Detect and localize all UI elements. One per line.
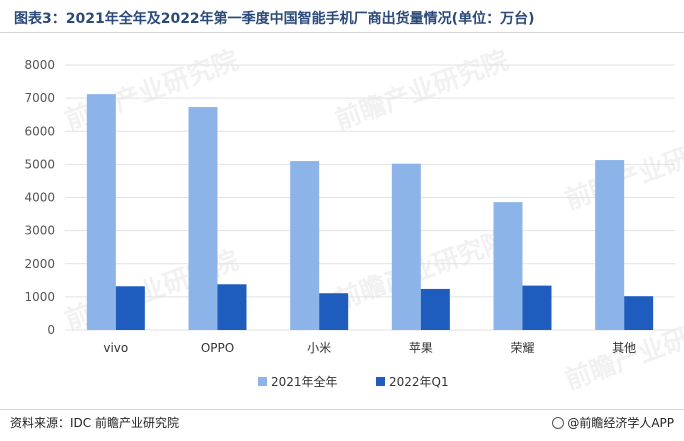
y-tick-label: 4000	[24, 191, 55, 205]
bar	[290, 161, 320, 330]
bar	[493, 202, 523, 330]
x-tick-label: 苹果	[409, 341, 433, 355]
legend-label: 2022年Q1	[389, 375, 449, 389]
source-note: 资料来源：IDC 前瞻产业研究院	[10, 416, 179, 430]
y-tick-label: 8000	[24, 58, 55, 72]
bar	[115, 286, 145, 330]
y-tick-label: 1000	[24, 290, 55, 304]
bar	[188, 107, 218, 330]
y-tick-label: 7000	[24, 91, 55, 105]
bar	[624, 296, 654, 330]
bar	[522, 285, 552, 330]
legend-label: 2021年全年	[271, 374, 338, 389]
y-tick-label: 5000	[24, 157, 55, 171]
bar	[595, 160, 625, 330]
x-tick-label: 荣耀	[510, 341, 534, 355]
y-tick-label: 2000	[24, 257, 55, 271]
footer-divider	[0, 409, 684, 410]
bar	[420, 288, 450, 330]
bar	[391, 163, 421, 330]
x-tick-label: 小米	[307, 341, 331, 355]
legend-swatch	[376, 377, 385, 386]
y-tick-label: 0	[47, 323, 55, 337]
x-tick-label: vivo	[103, 341, 128, 355]
bar	[217, 284, 247, 330]
credit-text: @前瞻经济学人APP	[567, 416, 674, 430]
legend-swatch	[258, 377, 267, 386]
chart-title: 图表3：2021年全年及2022年第一季度中国智能手机厂商出货量情况(单位：万台…	[14, 11, 535, 27]
title-divider	[0, 32, 684, 33]
bar	[319, 293, 349, 330]
x-tick-label: 其他	[612, 341, 636, 355]
y-tick-label: 3000	[24, 224, 55, 238]
qianzhan-logo-icon	[552, 416, 565, 429]
x-tick-label: OPPO	[201, 341, 234, 355]
y-tick-label: 6000	[24, 124, 55, 138]
credit: @前瞻经济学人APP	[552, 414, 674, 431]
bar-chart: 0 1000 2000 3000 4000 5000 6000 7000 8000 vivo OPP…	[24, 58, 675, 389]
bar	[86, 94, 116, 331]
